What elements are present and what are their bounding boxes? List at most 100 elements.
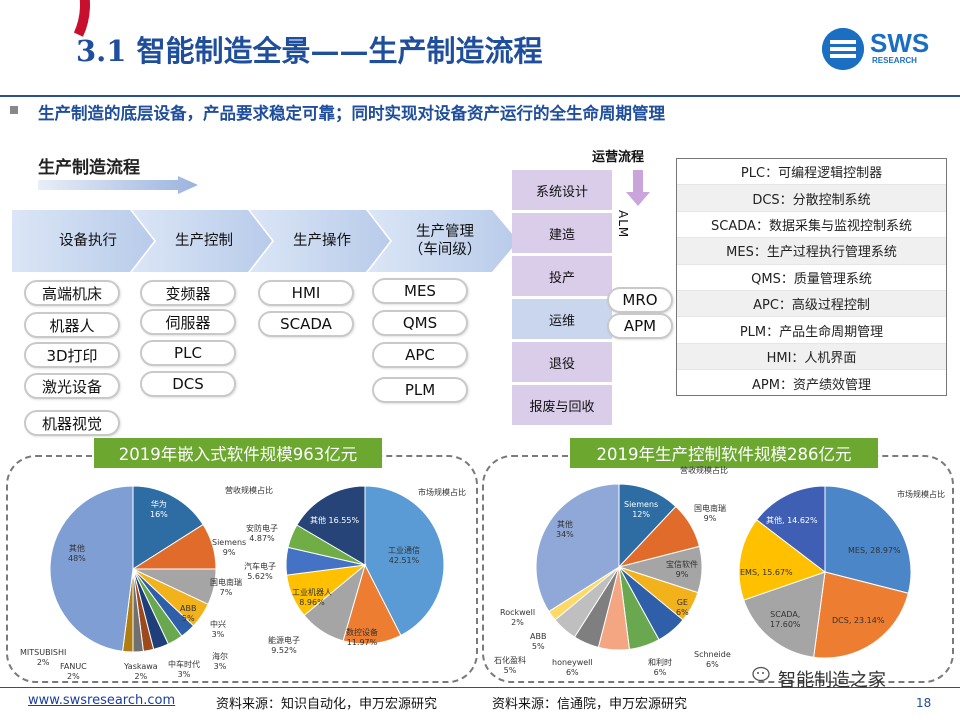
title-divider xyxy=(0,95,960,97)
stage-label-4-line2: （车间级） xyxy=(408,242,482,258)
ops-step: 系统设计 xyxy=(512,170,612,210)
glossary-row: APC：高级过程控制 xyxy=(677,290,946,318)
pie-chart-2 xyxy=(285,485,445,645)
flow-heading: 生产制造流程 xyxy=(38,158,140,178)
slice-label: 华为 16% xyxy=(150,500,168,519)
pill-item: APC xyxy=(372,342,468,368)
pill-item: 高端机床 xyxy=(24,280,120,306)
slice-label: MITSUBISHI 2% xyxy=(20,648,67,667)
chevron-stage-2 xyxy=(132,210,272,272)
pie-slice-Siemens xyxy=(618,483,677,569)
pill-item: SCADA xyxy=(258,311,354,337)
slice-label: 工业通信 42.51% xyxy=(388,546,420,565)
pie-3-title: 营收规模占比 xyxy=(680,466,728,475)
footer-divider xyxy=(0,687,960,688)
glossary-row: MES：生产过程执行管理系统 xyxy=(677,238,946,265)
ops-step: 退役 xyxy=(512,342,612,382)
stage-label-3: 生产操作 xyxy=(293,233,351,249)
logo-mark-icon xyxy=(822,28,864,70)
slice-label: honeywell 6% xyxy=(552,658,593,677)
panel-title-control: 2019年生产控制软件规模286亿元 xyxy=(570,438,878,468)
slice-label: 汽车电子 5.62% xyxy=(244,562,276,581)
stage-label-4: 生产管理 （车间级） xyxy=(392,210,498,272)
page-number: 18 xyxy=(916,696,932,710)
pie-slice-MES xyxy=(824,485,912,594)
slice-label: 其他 34% xyxy=(556,520,574,539)
pie-slice-EMS xyxy=(738,519,827,601)
page-title: 3.1 智能制造全景——生产制造流程 xyxy=(76,34,543,68)
glossary-row: QMS：质量管理系统 xyxy=(677,265,946,291)
slice-label: Siemens 12% xyxy=(624,500,659,519)
pie-chart-4 xyxy=(738,485,912,659)
slice-label: 其他 48% xyxy=(68,544,86,563)
slice-label: FANUC 2% xyxy=(60,662,87,681)
slice-label: ABB 5% xyxy=(530,632,547,651)
slice-label: Yaskawa 2% xyxy=(124,662,158,681)
slice-label: 和利时 6% xyxy=(648,658,672,677)
pill-item: APM xyxy=(607,313,673,339)
pill-item: 变频器 xyxy=(140,280,236,306)
pie-slice-其他 xyxy=(49,485,134,652)
stage-label-4-line1: 生产管理 xyxy=(416,224,474,240)
logo-subtext: RESEARCH xyxy=(872,56,917,65)
pie-slice-DCS xyxy=(813,571,909,659)
logo-text: SWS xyxy=(870,28,930,58)
pie-1-title: 营收规模占比 xyxy=(225,486,273,495)
glossary-row: SCADA：数据采集与监视控制系统 xyxy=(677,212,946,239)
sws-logo: SWS RESEARCH xyxy=(822,28,942,70)
pie-chart-1 xyxy=(49,485,217,653)
pill-item: 机器视觉 xyxy=(24,410,120,436)
pie-slice-数控设备 xyxy=(342,563,402,645)
pie-slice-工业通信 xyxy=(364,485,445,637)
glossary-row: DCS：分散控制系统 xyxy=(677,185,946,212)
slice-label: 工业机器人 8.96% xyxy=(292,588,332,607)
slice-label: ABB 5% xyxy=(180,604,197,623)
pill-item: HMI xyxy=(258,280,354,306)
slice-label: 国电南瑞 9% xyxy=(694,504,726,523)
pill-item: 3D打印 xyxy=(24,342,120,368)
wechat-icon xyxy=(752,666,770,682)
slice-label: 宝信软件 9% xyxy=(666,560,698,579)
slice-label: GE 6% xyxy=(676,598,689,617)
slice-label: Rockwell 2% xyxy=(500,608,536,627)
process-chevrons xyxy=(12,210,518,272)
subtitle: 生产制造的底层设备，产品要求稳定可靠；同时实现对设备资产运行的全生命周期管理 xyxy=(38,104,665,123)
slice-label: 海尔 3% xyxy=(212,652,228,671)
pill-item: 伺服器 xyxy=(140,309,236,335)
pie-slice-其他 xyxy=(296,485,366,566)
slice-label: 安防电子 4.87% xyxy=(246,524,278,543)
ops-step: 报废与回收 xyxy=(512,385,612,425)
ops-step: 投产 xyxy=(512,256,612,296)
slice-label: DCS, 23.14% xyxy=(832,616,885,625)
slice-label: Schneide 6% xyxy=(694,650,731,669)
pie-chart-3 xyxy=(535,483,703,651)
glossary-row: APM：资产绩效管理 xyxy=(752,377,871,393)
ops-step: 运维 xyxy=(512,299,612,339)
ops-heading: 运营流程 xyxy=(592,150,645,165)
pill-item: DCS xyxy=(140,371,236,397)
pill-item: MES xyxy=(372,278,468,304)
pill-item: QMS xyxy=(372,310,468,336)
chevron-stage-1 xyxy=(12,210,154,272)
glossary-row: PLM：产品生命周期管理 xyxy=(677,317,946,344)
header-bar xyxy=(0,0,960,98)
bullet-square-icon xyxy=(10,106,18,114)
slice-label: EMS, 15.67% xyxy=(740,568,793,577)
slice-label: MES, 28.97% xyxy=(848,546,901,555)
chevron-stage-3 xyxy=(250,210,390,272)
pie-2-title: 市场规模占比 xyxy=(418,488,466,497)
chevron-stage-4 xyxy=(368,210,518,272)
footer-link[interactable]: www.swsresearch.com xyxy=(28,693,176,708)
glossary-row: HMI：人机界面 xyxy=(677,343,946,371)
ops-step: 建造 xyxy=(512,213,612,253)
slice-label: Siemens 9% xyxy=(212,538,247,557)
pill-item: 激光设备 xyxy=(24,373,120,399)
pill-item: 机器人 xyxy=(24,312,120,338)
slice-label: 能源电子 9.52% xyxy=(268,636,300,655)
source-note-1: 资料来源：知识自动化，申万宏源研究 xyxy=(216,697,438,712)
pie-slice-其他 xyxy=(755,485,826,574)
flow-arrow-icon xyxy=(38,176,198,194)
slice-label: 其他 16.55% xyxy=(310,516,360,525)
source-note-2: 资料来源：信通院，申万宏源研究 xyxy=(492,697,688,712)
slice-label: 中兴 3% xyxy=(210,620,226,639)
